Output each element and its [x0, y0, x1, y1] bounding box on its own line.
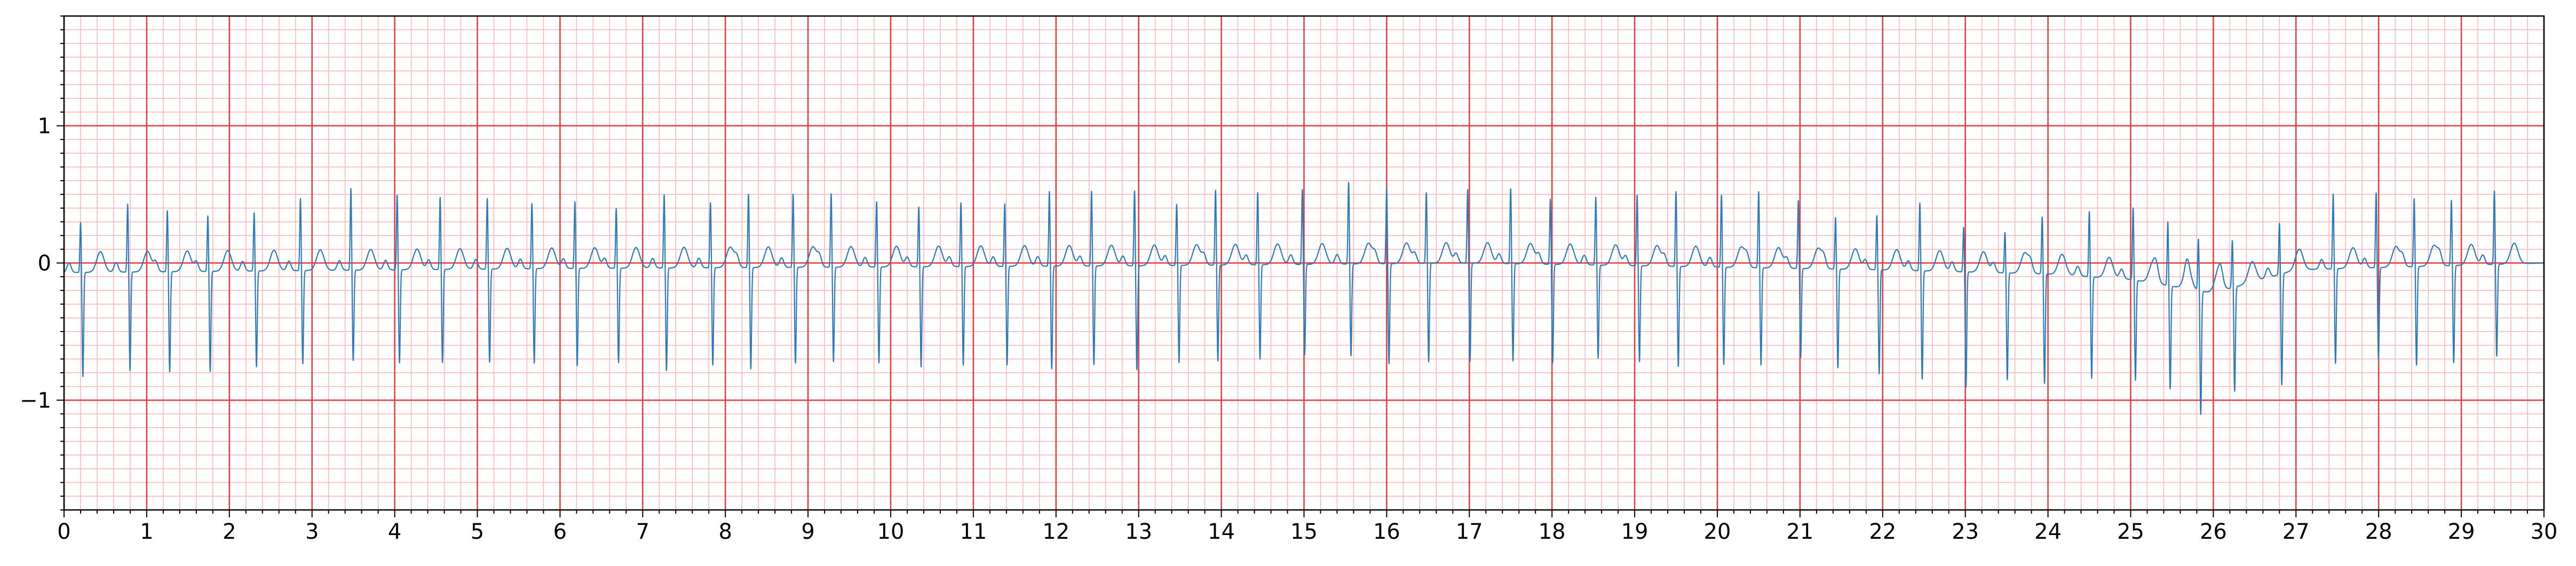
y-tick-label: 1: [38, 114, 51, 139]
x-tick-label: 20: [1704, 520, 1731, 544]
x-tick-label: 23: [1952, 520, 1979, 544]
x-tick-label: 22: [1869, 520, 1896, 544]
x-tick-label: 8: [718, 520, 732, 544]
x-tick-label: 13: [1125, 520, 1152, 544]
x-tick-label: 30: [2531, 520, 2558, 544]
tick-labels: 0 1 2 3 4 5 6 7 8 9 10 11 12 13 14 15 16 17 18 19 20 21 22 23 24…: [20, 114, 2557, 544]
series-layer: [64, 182, 2545, 415]
x-tick-label: 1: [140, 520, 153, 544]
x-tick-label: 10: [877, 520, 905, 544]
y-tick-label: 0: [38, 251, 51, 276]
x-tick-label: 12: [1042, 520, 1069, 544]
x-tick-label: 28: [2365, 520, 2392, 544]
y-tick-label: −1: [20, 388, 51, 413]
x-tick-label: 21: [1786, 520, 1813, 544]
x-tick-label: 6: [553, 520, 567, 544]
x-tick-label: 27: [2282, 520, 2310, 544]
x-tick-label: 25: [2117, 520, 2144, 544]
x-tick-label: 24: [2034, 520, 2062, 544]
x-tick-label: 18: [1539, 520, 1566, 544]
x-tick-label: 16: [1373, 520, 1400, 544]
ecg-series-line: [64, 182, 2545, 415]
x-tick-label: 3: [305, 520, 319, 544]
axes: [57, 15, 2545, 517]
x-tick-label: 9: [801, 520, 814, 544]
x-tick-label: 11: [960, 520, 987, 544]
x-tick-label: 19: [1621, 520, 1648, 544]
x-tick-label: 29: [2448, 520, 2475, 544]
x-tick-label: 14: [1208, 520, 1235, 544]
x-tick-label: 17: [1456, 520, 1483, 544]
x-tick-label: 7: [636, 520, 649, 544]
x-tick-label: 4: [388, 520, 401, 544]
x-tick-label: 15: [1290, 520, 1318, 544]
x-tick-label: 2: [223, 520, 236, 544]
x-tick-label: 26: [2200, 520, 2227, 544]
x-tick-label: 0: [57, 520, 70, 544]
x-tick-label: 5: [471, 520, 484, 544]
